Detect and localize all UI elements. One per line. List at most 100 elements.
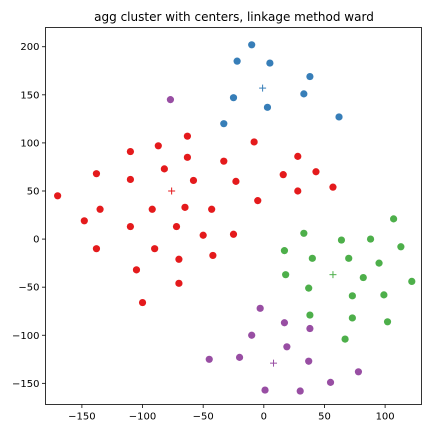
- data-point-cluster-2: [254, 197, 262, 205]
- data-point-cluster-4: [256, 304, 264, 312]
- data-point-cluster-3: [366, 235, 375, 243]
- y-tick-label: −100: [12, 331, 39, 342]
- data-point-cluster-2: [80, 217, 88, 225]
- y-axis: −150 −100 −50 0 50 100 150 200: [12, 42, 46, 390]
- y-tick-label: 0: [33, 235, 39, 246]
- x-tick-label: 50: [318, 412, 331, 423]
- data-point-cluster-2: [232, 177, 240, 185]
- data-point-cluster-1: [266, 59, 274, 67]
- x-axis: −150 −100 −50 0 50 100: [68, 404, 395, 423]
- y-tick-label: 150: [20, 90, 39, 101]
- data-point-cluster-4: [283, 343, 291, 351]
- data-point-cluster-3: [397, 243, 405, 251]
- data-point-cluster-1: [233, 57, 241, 65]
- data-point-cluster-4: [305, 357, 313, 365]
- data-point-cluster-3: [359, 273, 367, 282]
- data-point-cluster-4: [235, 353, 244, 361]
- data-point-cluster-1: [335, 113, 343, 121]
- data-point-cluster-3: [383, 318, 392, 326]
- data-point-cluster-2: [199, 231, 207, 239]
- data-point-cluster-3: [337, 236, 346, 244]
- data-point-cluster-2: [160, 165, 168, 173]
- data-point-cluster-2: [175, 279, 183, 287]
- data-point-cluster-4: [280, 319, 289, 327]
- data-point-cluster-1: [220, 120, 228, 128]
- y-tick-label: −150: [12, 379, 39, 390]
- data-point-cluster-3: [408, 277, 416, 285]
- data-point-cluster-2: [208, 205, 216, 213]
- data-point-cluster-2: [92, 245, 101, 253]
- data-point-cluster-2: [329, 183, 337, 191]
- data-point-cluster-3: [308, 254, 316, 262]
- data-point-cluster-2: [154, 142, 162, 150]
- data-point-cluster-2: [138, 298, 147, 307]
- data-point-cluster-2: [132, 266, 141, 274]
- data-point-cluster-2: [189, 176, 198, 185]
- data-point-cluster-3: [305, 284, 313, 292]
- data-point-cluster-4: [205, 355, 213, 363]
- data-point-cluster-2: [250, 138, 258, 146]
- data-point-cluster-1: [248, 41, 256, 49]
- data-point-cluster-1: [300, 90, 308, 98]
- data-point-cluster-1: [229, 94, 238, 102]
- cluster-center-marker: [329, 271, 337, 279]
- data-point-cluster-1: [306, 72, 314, 81]
- data-point-cluster-4: [326, 378, 335, 386]
- data-point-cluster-2: [279, 171, 287, 179]
- data-point-cluster-2: [209, 251, 217, 260]
- cluster-center-marker: [168, 187, 176, 195]
- data-point-cluster-2: [126, 175, 135, 184]
- data-point-cluster-4: [296, 387, 304, 395]
- data-point-cluster-2: [92, 170, 101, 178]
- data-point-cluster-4: [248, 331, 256, 339]
- data-point-cluster-2: [183, 132, 192, 140]
- data-point-cluster-2: [312, 168, 320, 176]
- cluster-center-marker: [259, 84, 267, 92]
- data-point-cluster-2: [229, 230, 238, 238]
- data-point-cluster-3: [345, 254, 353, 262]
- data-point-cluster-1: [263, 103, 272, 111]
- data-point-cluster-2: [175, 255, 183, 263]
- data-point-cluster-2: [181, 203, 189, 211]
- data-point-cluster-4: [261, 386, 269, 394]
- data-point-cluster-3: [280, 247, 289, 255]
- data-point-cluster-3: [390, 215, 398, 223]
- data-point-cluster-2: [151, 245, 159, 253]
- data-point-cluster-2: [294, 152, 302, 160]
- data-point-cluster-3: [380, 291, 388, 299]
- data-point-cluster-2: [96, 205, 104, 213]
- data-point-cluster-4: [354, 368, 363, 376]
- data-point-cluster-2: [126, 222, 135, 231]
- plot-area: [45, 27, 422, 405]
- data-point-cluster-3: [341, 335, 349, 343]
- data-point-cluster-4: [306, 324, 314, 333]
- x-tick-label: −50: [193, 412, 214, 423]
- cluster-center-marker: [270, 359, 278, 367]
- data-point-cluster-2: [172, 222, 181, 231]
- y-tick-label: 100: [20, 138, 39, 149]
- data-point-cluster-2: [148, 205, 156, 213]
- data-point-cluster-2: [126, 147, 135, 156]
- data-point-cluster-2: [54, 192, 62, 200]
- data-point-cluster-3: [306, 311, 314, 319]
- y-tick-label: 50: [27, 186, 40, 197]
- data-point-cluster-2: [294, 187, 302, 195]
- data-point-cluster-3: [348, 314, 356, 322]
- data-point-cluster-3: [348, 292, 356, 300]
- data-points: [54, 41, 416, 395]
- x-tick-label: −100: [129, 412, 156, 423]
- data-point-cluster-3: [375, 259, 383, 267]
- plot-frame: [45, 27, 422, 405]
- data-point-cluster-2: [220, 157, 228, 165]
- data-point-cluster-4: [166, 96, 175, 104]
- data-point-cluster-2: [183, 153, 192, 161]
- data-point-cluster-3: [300, 229, 308, 237]
- cluster-centers: [168, 84, 337, 367]
- data-point-cluster-3: [282, 271, 290, 279]
- y-tick-label: −50: [18, 283, 39, 294]
- chart-title: agg cluster with centers, linkage method…: [94, 10, 374, 24]
- x-tick-label: −150: [68, 412, 95, 423]
- y-tick-label: 200: [20, 42, 39, 53]
